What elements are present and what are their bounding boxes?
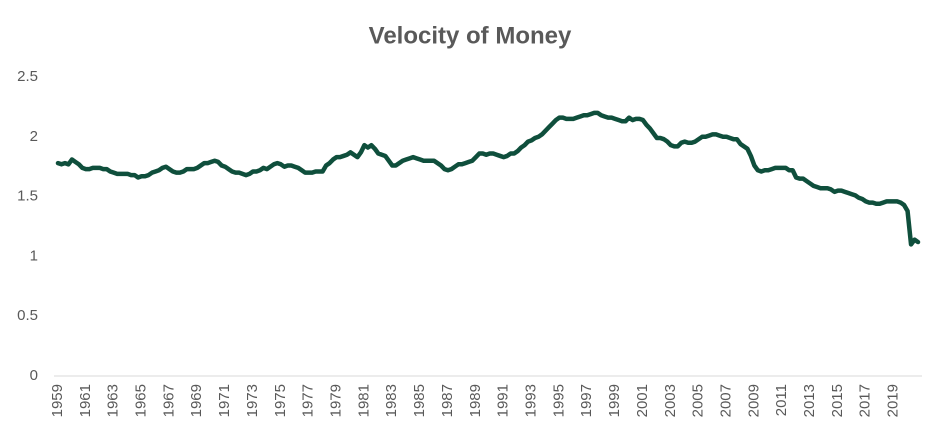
- x-tick-label: 1991: [495, 384, 512, 417]
- x-tick-label: 2005: [690, 384, 707, 417]
- x-tick-label: 1989: [467, 384, 484, 417]
- y-tick-label: 0: [30, 367, 38, 384]
- x-tick-label: 1971: [216, 384, 233, 417]
- x-tick-label: 1985: [411, 384, 428, 417]
- x-tick-label: 2009: [745, 384, 762, 417]
- x-tick-label: 1965: [133, 384, 150, 417]
- x-tick-label: 1975: [272, 384, 289, 417]
- y-tick-label: 1: [30, 247, 38, 264]
- x-tick-label: 2001: [634, 384, 651, 417]
- x-tick-label: 1961: [77, 384, 94, 417]
- y-tick-label: 0.5: [17, 307, 38, 324]
- x-tick-label: 1987: [439, 384, 456, 417]
- x-tick-label: 1969: [188, 384, 205, 417]
- x-tick-label: 2003: [662, 384, 679, 417]
- x-tick-label: 1995: [550, 384, 567, 417]
- chart-title: Velocity of Money: [369, 22, 572, 49]
- x-tick-label: 1983: [383, 384, 400, 417]
- x-tick-label: 1993: [522, 384, 539, 417]
- y-tick-label: 2.5: [17, 68, 38, 85]
- x-tick-label: 1959: [49, 384, 66, 417]
- x-tick-label: 2017: [857, 384, 874, 417]
- x-tick-label: 1981: [355, 384, 372, 417]
- x-tick-label: 1963: [105, 384, 122, 417]
- x-tick-label: 2015: [829, 384, 846, 417]
- x-tick-label: 1997: [578, 384, 595, 417]
- x-tick-label: 2011: [773, 384, 790, 416]
- x-tick-label: 2019: [885, 384, 902, 417]
- data-line: [55, 110, 921, 247]
- x-tick-label: 1977: [300, 384, 317, 417]
- x-tick-label: 1973: [244, 384, 261, 417]
- y-tick-label: 2: [30, 128, 38, 145]
- x-tick-label: 2013: [801, 384, 818, 417]
- x-tick-label: 1979: [328, 384, 345, 417]
- y-tick-label: 1.5: [17, 188, 38, 205]
- x-tick-label: 1967: [160, 384, 177, 417]
- x-tick-label: 1999: [606, 384, 623, 417]
- x-tick-label: 2007: [717, 384, 734, 417]
